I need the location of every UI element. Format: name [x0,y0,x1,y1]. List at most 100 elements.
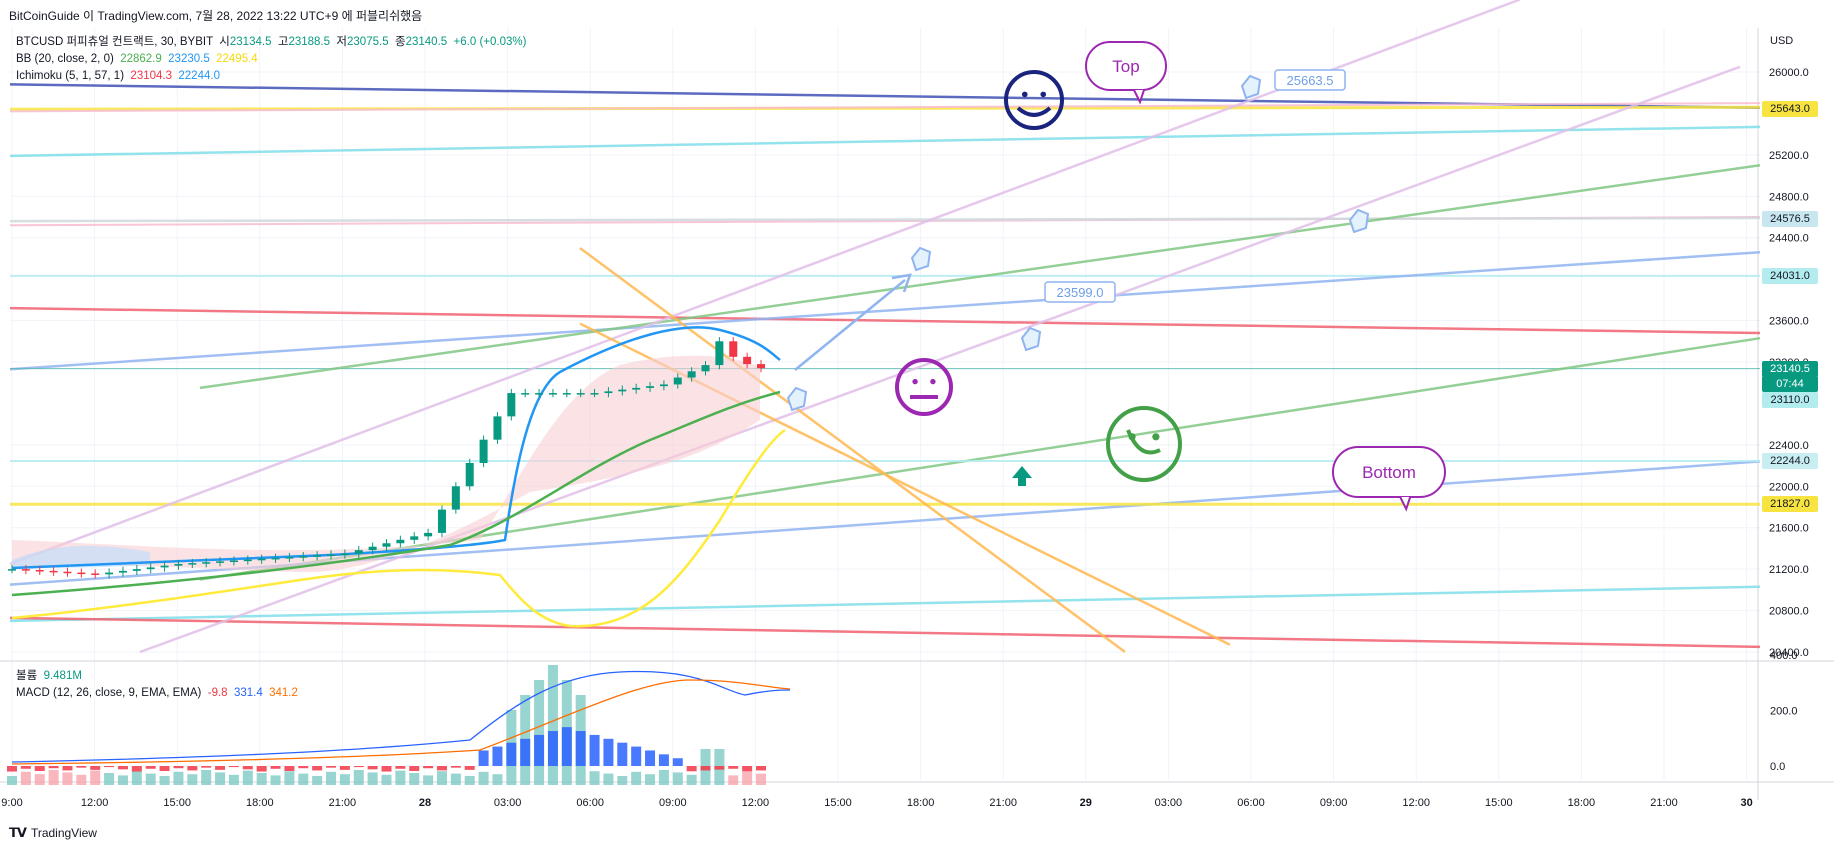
candle-body [105,572,114,575]
symbol-row: BTCUSD 퍼피츄얼 컨트랙트, 30, BYBIT 시23134.5 고23… [16,34,526,51]
candle-body [63,571,72,574]
volume-bar [589,771,600,785]
high-value: 23188.5 [288,36,331,48]
top-speech-bubble-body [1085,41,1167,91]
macd-histogram-bar [228,766,239,768]
volume-bar [645,774,656,785]
time-tick-label: 18:00 [1568,797,1596,809]
macd-histogram-bar [478,750,489,766]
ichimoku-cloud-blue [12,545,150,568]
macd-histogram-bar [298,766,309,769]
time-tick-label: 21:00 [329,797,357,809]
volume-bar [159,776,170,785]
price-tick-label: 22400.0 [1769,440,1809,452]
level-24576 [9,216,1761,223]
macd-histogram-bar [520,738,531,766]
candle-body [202,562,211,564]
price-tick-label: 20800.0 [1769,606,1809,618]
volume-bar [215,772,226,785]
volume-bar [201,770,212,785]
bb-upper: 23230.5 [168,53,210,65]
volume-bar [409,773,420,785]
top-speech-bubble-tail [1133,89,1145,105]
happy-face-icon-mouth [1016,106,1052,117]
channel-violet-lower [139,65,1741,654]
candle-body [465,462,474,487]
chart-legend: BTCUSD 퍼피츄얼 컨트랙트, 30, BYBIT 시23134.5 고23… [16,34,526,85]
bb-upper-band [11,326,781,570]
volume-bar [76,774,87,785]
price-tick-label: 22000.0 [1769,481,1809,493]
macd-histogram-bar [34,766,45,771]
lower-pane-legend: 볼륨 9.481M MACD (12, 26, close, 9, EMA, E… [16,668,298,702]
candle-body [437,509,446,533]
bottom-speech-bubble-body [1332,446,1446,498]
volume-bar [367,772,378,785]
candle-body [21,569,30,571]
tradingview-brand[interactable]: 𝗧𝗩 TradingView [9,825,97,841]
candle-body [271,557,280,560]
macd-histogram-bar [492,746,503,766]
time-tick-label: 28 [419,797,431,809]
candle-body [49,570,58,573]
price-label-21827: 21827.0 [1762,496,1818,512]
macd-histogram-bar [658,754,669,766]
volume-bar [326,771,337,785]
candle-body [521,393,530,395]
trendline-cyan-lower [9,585,1761,623]
volume-bar [464,776,475,785]
macd-line-value: 331.4 [233,687,263,699]
time-tick-label: 30 [1740,797,1752,809]
time-tick-label: 12:00 [742,797,770,809]
change-value: +6.0 (+0.03%) [453,36,527,48]
volume-bar [312,776,323,785]
price-tick-label: 23600.0 [1769,316,1809,328]
hand-pointer-icon [1020,326,1042,352]
candle-body [257,558,266,561]
volume-bar [90,770,101,785]
time-tick-label: 9:00 [1,797,22,809]
time-tick-label: 21:00 [1650,797,1678,809]
volume-bar [131,771,142,785]
volume-bar [686,774,697,785]
macd-histogram-bar [117,766,128,770]
volume-bar [423,775,434,785]
macd-histogram-bar [173,766,184,769]
callout-23599-text: 23599.0 [1057,285,1104,300]
candle-body [604,391,613,394]
top-speech-bubble-text: Top [1112,57,1139,76]
time-tick-label: 09:00 [1320,797,1348,809]
candle-body [493,416,502,440]
trendline-red-lower [9,616,1761,649]
hand-pointer-icon [910,246,932,272]
candle-body [118,570,127,573]
happy-face-icon-outline [1004,70,1064,130]
macd-tick-label: 200.0 [1770,706,1798,718]
macd-histogram-bar [617,742,628,766]
time-tick-label: 12:00 [81,797,109,809]
time-tick-label: 09:00 [659,797,687,809]
candle-body [146,567,155,570]
ichimoku-label: Ichimoku (5, 1, 57, 1) [16,70,125,82]
bb-label: BB (20, close, 2, 0) [16,53,114,65]
neutral-face-icon [895,358,953,416]
trendline-pink [9,102,1761,113]
volume-bar [756,773,766,785]
price-label-25643: 25643.0 [1762,101,1818,117]
volume-bar [672,772,683,785]
ichimoku-b: 22244.0 [178,70,220,82]
trendline-green-upper [199,163,1761,390]
macd-histogram-bar [547,731,558,766]
bb-lower: 22495.4 [216,53,258,65]
candle-body [132,569,141,571]
candle-body [451,486,460,510]
countdown-label: 07:44 [1762,376,1818,392]
price-tick-label: 21200.0 [1769,564,1809,576]
candle-body [562,393,571,395]
candle-body [757,364,765,369]
macd-histogram-bar [728,766,739,769]
projection-arrow-head [891,273,912,293]
macd-histogram-bar [450,766,461,768]
candle-body [618,389,627,392]
